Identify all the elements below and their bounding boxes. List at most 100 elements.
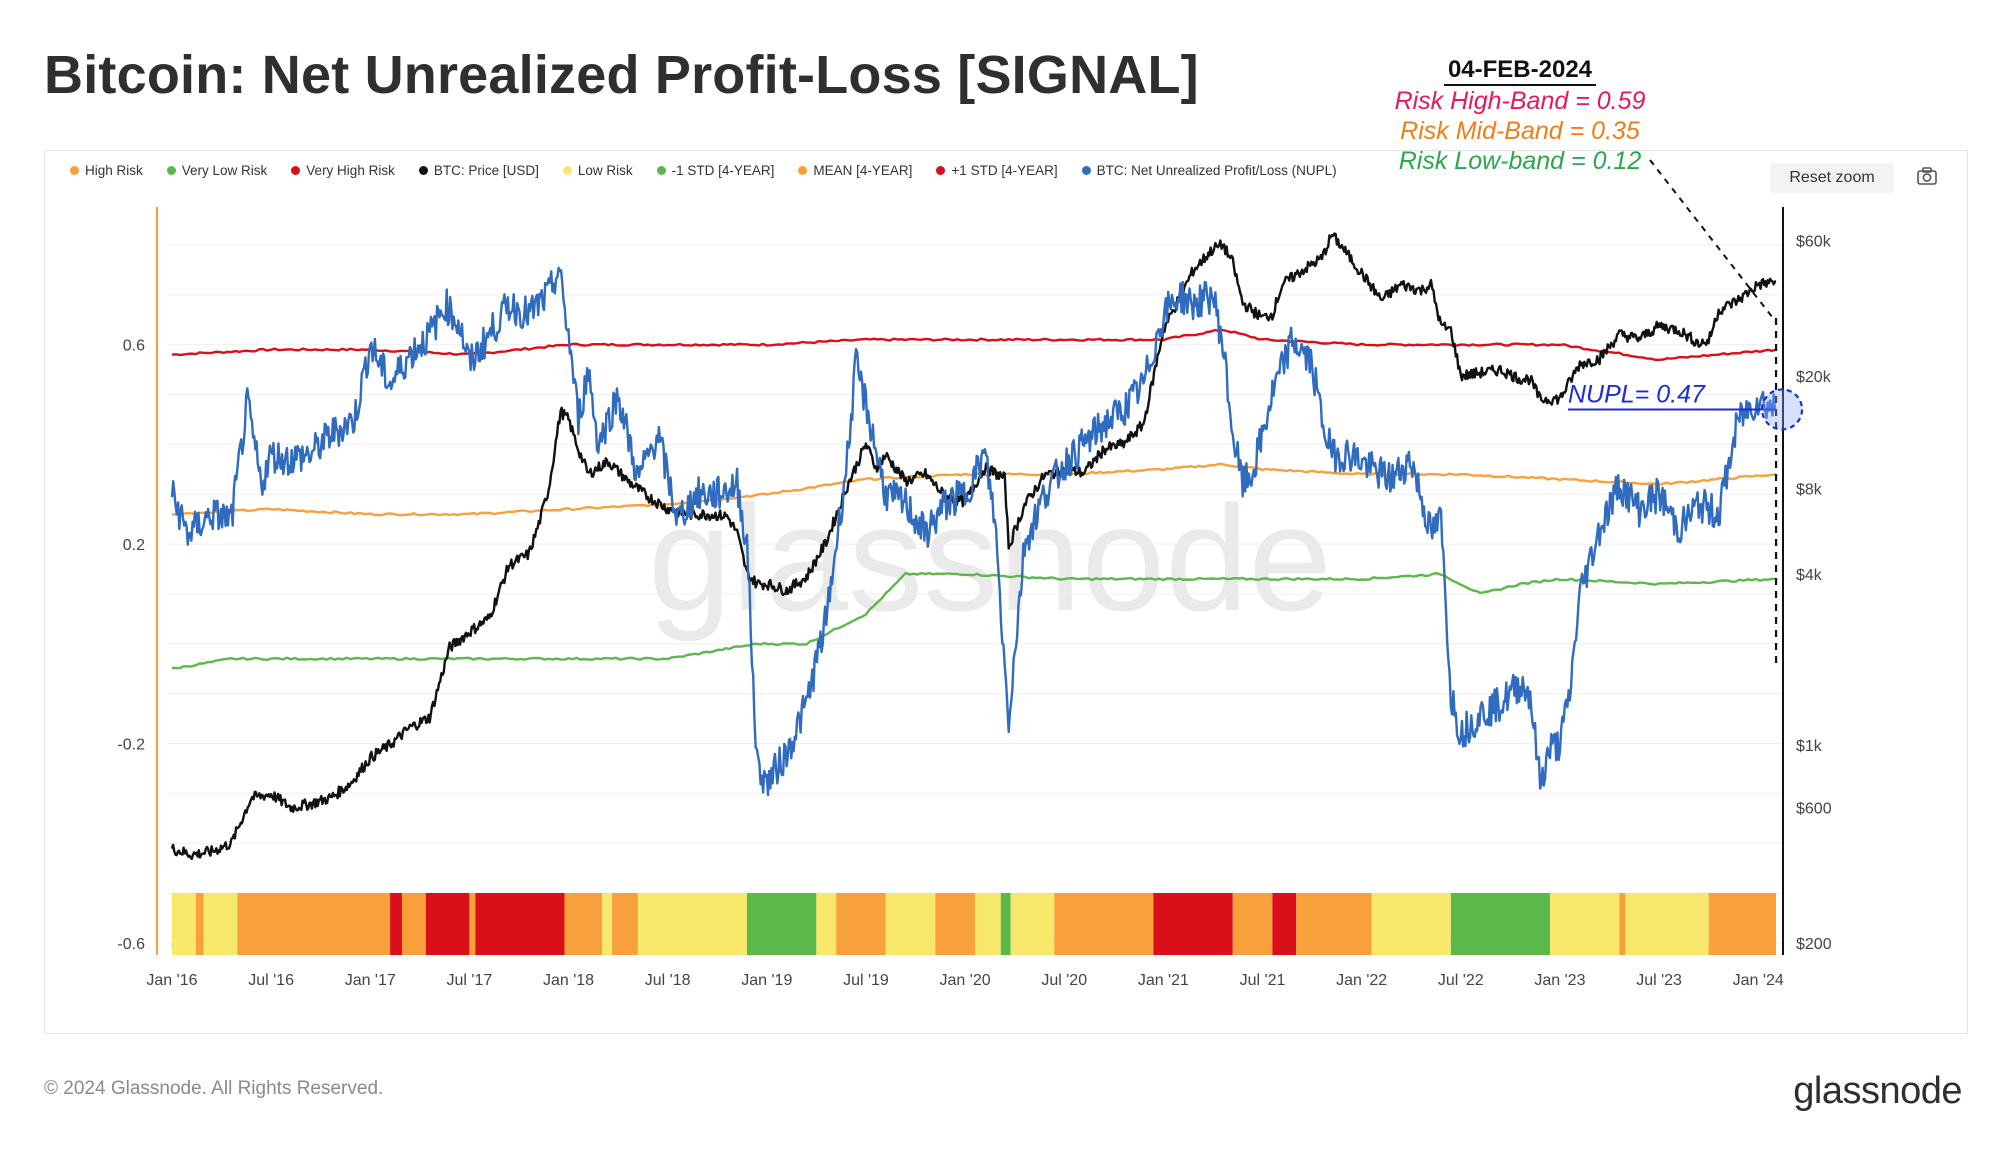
glassnode-logo: glassnode <box>1793 1070 1962 1112</box>
legend-label: -1 STD [4-YEAR] <box>671 163 775 178</box>
legend-item[interactable]: High Risk <box>70 163 143 178</box>
x-tick-label: Jan '24 <box>1733 972 1784 989</box>
annotation-box: 04-FEB-2024 Risk High-Band = 0.59 Risk M… <box>1370 56 1670 176</box>
legend-dot-icon <box>70 165 79 175</box>
legend-dot-icon <box>656 165 666 175</box>
nupl-label: NUPL= 0.47 <box>1568 380 1706 408</box>
risk-strip-segment <box>1153 893 1233 955</box>
annotation-high-band: Risk High-Band = 0.59 <box>1394 87 1646 115</box>
risk-strip-segment <box>237 893 391 955</box>
x-tick-label: Jan '22 <box>1336 972 1387 989</box>
risk-strip-segment <box>885 893 936 955</box>
risk-strip-segment <box>1619 893 1626 955</box>
x-tick-label: Jul '20 <box>1041 972 1087 989</box>
x-tick-label: Jul '19 <box>843 972 889 989</box>
risk-strip-segment <box>1550 893 1620 955</box>
risk-strip-segment <box>469 893 476 955</box>
legend-label: BTC: Net Unrealized Profit/Loss (NUPL) <box>1096 163 1337 178</box>
right-tick-label: $60k <box>1796 233 1832 250</box>
risk-strip-segment <box>1010 893 1055 955</box>
risk-strip-segment <box>935 893 975 955</box>
x-tick-label: Jul '21 <box>1240 972 1286 989</box>
risk-strip-segment <box>564 893 603 955</box>
chart-axes: Jan '16 Jul '16 Jan '17 Jul '17 Jan '18 Jul '… <box>117 207 1832 989</box>
risk-strip-segment <box>1054 893 1154 955</box>
risk-strip-segment <box>401 893 426 955</box>
annotation-date: 04-FEB-2024 <box>1443 56 1597 86</box>
risk-strip-segment <box>687 893 747 955</box>
risk-strip-segment <box>203 893 238 955</box>
legend-label: MEAN [4-YEAR] <box>813 163 913 178</box>
risk-strip-segment <box>1708 893 1777 955</box>
risk-strip-segment <box>746 893 817 955</box>
risk-strip-segment <box>1000 893 1011 955</box>
legend-label: High Risk <box>85 163 143 178</box>
camera-icon[interactable] <box>1916 166 1938 186</box>
legend-item[interactable]: Low Risk <box>562 163 633 178</box>
right-tick-label: $8k <box>1796 482 1823 499</box>
legend-dot-icon <box>291 165 301 175</box>
series-line <box>171 571 1777 670</box>
reset-zoom-button[interactable]: Reset zoom <box>1770 163 1894 193</box>
risk-strip-segment <box>195 893 204 955</box>
risk-strip-segment <box>975 893 1001 955</box>
chart-legend: High Risk Very Low Risk Very High Risk BTC:… <box>70 163 1450 178</box>
x-tick-label: Jan '21 <box>1138 972 1189 989</box>
risk-strip-segment <box>637 893 688 955</box>
chart-series <box>170 232 1777 861</box>
legend-item[interactable]: Very Low Risk <box>166 163 267 178</box>
legend-dot-icon <box>798 165 808 175</box>
legend-dot-icon <box>1081 165 1091 175</box>
chart-frame <box>44 150 1968 1034</box>
x-tick-label: Jul '23 <box>1636 972 1682 989</box>
legend-label: +1 STD [4-YEAR] <box>951 163 1058 178</box>
legend-dot-icon <box>166 165 176 175</box>
legend-label: Low Risk <box>577 163 633 178</box>
risk-strip <box>171 893 1777 955</box>
legend-item[interactable]: Very High Risk <box>291 163 395 178</box>
risk-strip-segment <box>475 893 565 955</box>
x-tick-label: Jan '16 <box>146 972 197 989</box>
legend-item[interactable]: MEAN [4-YEAR] <box>798 163 912 178</box>
legend-label: BTC: Price [USD] <box>433 163 539 178</box>
copyright: © 2024 Glassnode. All Rights Reserved. <box>44 1078 384 1099</box>
legend-dot-icon <box>562 165 572 175</box>
x-tick-label: Jan '19 <box>741 972 792 989</box>
annotation-low-band: Risk Low-band = 0.12 <box>1398 147 1642 175</box>
risk-strip-segment <box>171 893 196 955</box>
risk-strip-segment <box>816 893 837 955</box>
x-tick-label: Jan '18 <box>543 972 594 989</box>
right-tick-label: $600 <box>1796 801 1832 818</box>
risk-strip-segment <box>1450 893 1551 955</box>
x-tick-label: Jan '23 <box>1534 972 1585 989</box>
risk-strip-segment <box>1296 893 1372 955</box>
legend-item[interactable]: -1 STD [4-YEAR] <box>656 163 775 178</box>
legend-dot-icon <box>418 165 428 175</box>
legend-item[interactable]: BTC: Price [USD] <box>418 163 539 178</box>
x-tick-label: Jul '17 <box>447 972 493 989</box>
page-title: Bitcoin: Net Unrealized Profit-Loss [SIG… <box>44 45 1199 105</box>
series-line <box>170 266 1777 797</box>
risk-strip-segment <box>390 893 402 955</box>
right-tick-label: $1k <box>1796 738 1823 755</box>
left-tick-label: -0.2 <box>117 737 145 754</box>
left-tick-label: 0.6 <box>123 338 145 355</box>
legend-label: Very High Risk <box>306 163 395 178</box>
risk-strip-segment <box>602 893 613 955</box>
risk-strip-segment <box>836 893 886 955</box>
left-tick-label: 0.2 <box>123 537 145 554</box>
x-tick-label: Jul '18 <box>645 972 691 989</box>
legend-dot-icon <box>936 165 946 175</box>
annotation-mid-band: Risk Mid-Band = 0.35 <box>1400 117 1640 145</box>
right-tick-label: $20k <box>1796 369 1832 386</box>
risk-strip-segment <box>1232 893 1273 955</box>
annotation-overlay: NUPL= 0.47 <box>1568 159 1804 668</box>
risk-strip-segment <box>425 893 470 955</box>
legend-item[interactable]: +1 STD [4-YEAR] <box>936 163 1058 178</box>
risk-strip-segment <box>1625 893 1709 955</box>
right-tick-label: $200 <box>1796 936 1832 953</box>
x-tick-label: Jul '22 <box>1438 972 1484 989</box>
x-tick-label: Jul '16 <box>248 972 294 989</box>
legend-item[interactable]: BTC: Net Unrealized Profit/Loss (NUPL) <box>1081 163 1337 178</box>
